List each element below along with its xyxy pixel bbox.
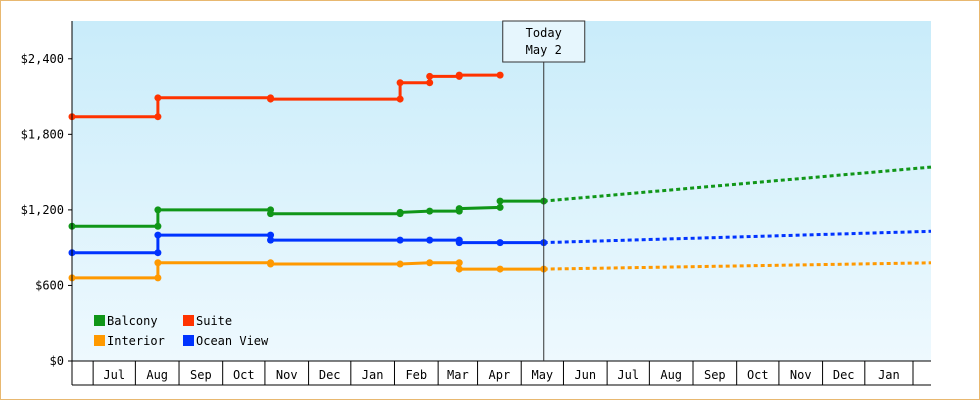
legend-label: Ocean View bbox=[196, 334, 269, 348]
data-point bbox=[455, 259, 463, 267]
x-tick-label: Jan bbox=[362, 368, 384, 382]
series-layer bbox=[68, 71, 932, 282]
data-point bbox=[426, 207, 434, 215]
data-point bbox=[455, 239, 463, 247]
series-suite bbox=[68, 71, 504, 121]
x-tick-label: Jul bbox=[617, 368, 639, 382]
y-tick-label: $0 bbox=[50, 354, 64, 368]
data-point bbox=[426, 259, 434, 267]
data-point bbox=[496, 265, 504, 273]
x-tick-label: Sep bbox=[704, 368, 726, 382]
x-tick-label: Jun bbox=[574, 368, 596, 382]
x-tick-label: Feb bbox=[405, 368, 427, 382]
y-tick-label: $1,200 bbox=[21, 203, 64, 217]
data-point bbox=[267, 210, 275, 218]
data-point bbox=[154, 94, 162, 102]
data-point bbox=[154, 231, 162, 239]
data-point bbox=[426, 72, 434, 80]
legend-label: Balcony bbox=[107, 314, 158, 328]
y-tick-label: $600 bbox=[35, 278, 64, 292]
data-point bbox=[154, 222, 162, 230]
series-ocean-view bbox=[68, 229, 932, 257]
series-balcony bbox=[68, 165, 932, 230]
data-point bbox=[267, 260, 275, 268]
legend-swatch bbox=[94, 315, 105, 326]
data-point bbox=[496, 203, 504, 211]
legend-swatch bbox=[183, 335, 194, 346]
x-tick-label: Aug bbox=[146, 368, 168, 382]
data-point bbox=[267, 231, 275, 239]
y-tick-label: $2,400 bbox=[21, 52, 64, 66]
legend-swatch bbox=[94, 335, 105, 346]
data-point bbox=[455, 205, 463, 213]
data-point bbox=[267, 236, 275, 244]
legend-label: Suite bbox=[196, 314, 232, 328]
legend-swatch bbox=[183, 315, 194, 326]
data-point bbox=[396, 260, 404, 268]
data-point bbox=[396, 208, 404, 216]
x-tick-label: Jul bbox=[103, 368, 125, 382]
x-tick-label: Aug bbox=[660, 368, 682, 382]
y-axis-ticks: $0 $600 $1,800 $1,200 $2,400 bbox=[21, 52, 72, 368]
data-point bbox=[154, 249, 162, 257]
x-tick-label: Sep bbox=[190, 368, 212, 382]
series-forecast-line bbox=[543, 229, 932, 245]
legend-label: Interior bbox=[107, 334, 165, 348]
today-date: May 2 bbox=[526, 43, 562, 57]
x-tick-label: Oct bbox=[747, 368, 769, 382]
x-tick-label: Apr bbox=[489, 368, 511, 382]
series-forecast-line bbox=[543, 261, 932, 271]
data-point bbox=[396, 95, 404, 103]
data-point bbox=[496, 71, 504, 79]
x-tick-label: Oct bbox=[233, 368, 255, 382]
x-tick-label: May bbox=[531, 368, 553, 382]
today-marker: Today May 2 bbox=[502, 20, 586, 361]
series-interior bbox=[68, 259, 932, 282]
x-tick-label: Dec bbox=[833, 368, 855, 382]
data-point bbox=[154, 113, 162, 121]
data-point bbox=[426, 79, 434, 87]
today-label: Today bbox=[526, 26, 562, 40]
data-point bbox=[455, 71, 463, 79]
x-axis: Jul Aug Sep Oct Nov Dec Jan Feb Mar Apr May Jun Jul A… bbox=[71, 360, 931, 386]
x-tick-label: Jan bbox=[878, 368, 900, 382]
x-tick-label: Nov bbox=[790, 368, 812, 382]
data-point bbox=[455, 265, 463, 273]
data-point bbox=[426, 236, 434, 244]
today-box bbox=[502, 20, 586, 63]
data-point bbox=[496, 239, 504, 247]
y-tick-label: $1,800 bbox=[21, 127, 64, 141]
x-tick-label: Nov bbox=[276, 368, 298, 382]
data-point bbox=[396, 236, 404, 244]
data-point bbox=[396, 79, 404, 87]
series-forecast-line bbox=[543, 165, 932, 203]
data-point bbox=[154, 259, 162, 267]
data-point bbox=[154, 274, 162, 282]
data-point bbox=[154, 206, 162, 214]
data-point bbox=[267, 95, 275, 103]
data-point bbox=[496, 197, 504, 205]
legend: Balcony Suite Interior Ocean View bbox=[94, 314, 269, 348]
x-tick-label: Mar bbox=[447, 368, 469, 382]
x-tick-label: Dec bbox=[319, 368, 341, 382]
